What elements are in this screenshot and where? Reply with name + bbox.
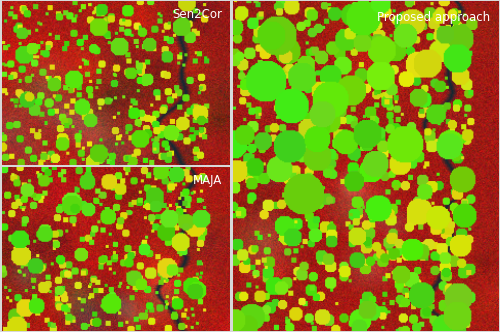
Text: Sen2Cor: Sen2Cor [172,8,222,21]
Text: Proposed approach: Proposed approach [378,11,490,24]
Text: MAJA: MAJA [193,174,222,187]
